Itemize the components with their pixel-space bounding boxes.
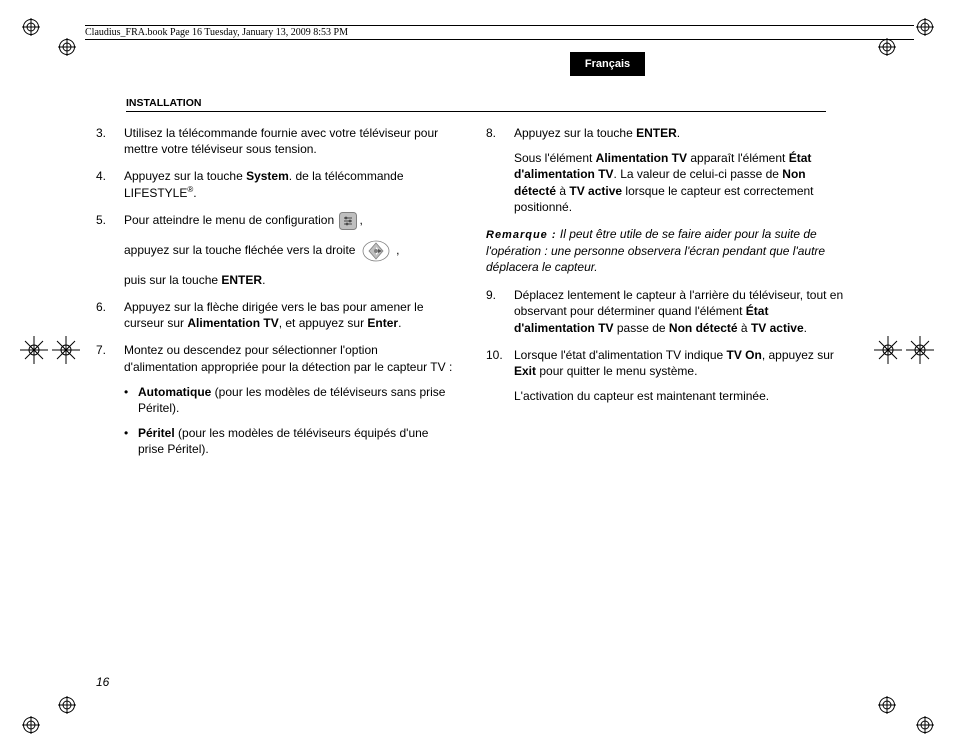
step-number: 3. — [96, 125, 124, 157]
step-number: 6. — [96, 299, 124, 331]
step-body: Appuyez sur la flèche dirigée vers le ba… — [124, 299, 454, 331]
reg-corner-br2 — [878, 696, 896, 714]
bullet-item: •Péritel (pour les modèles de téléviseur… — [124, 425, 454, 457]
reg-corner-bl2 — [58, 696, 76, 714]
step-item: 5.Pour atteindre le menu de configuratio… — [96, 212, 454, 288]
step-body: Appuyez sur la touche System. de la télé… — [124, 168, 454, 200]
reg-corner-tl — [22, 18, 40, 36]
reg-corner-tl2 — [58, 38, 76, 56]
reg-corner-icon — [916, 18, 934, 36]
bullet-item: •Automatique (pour les modèles de télévi… — [124, 384, 454, 416]
step-paragraph: Sous l'élément Alimentation TV apparaît … — [514, 150, 844, 215]
step-paragraph: L'activation du capteur est maintenant t… — [514, 388, 844, 404]
step-body: Montez ou descendez pour sélectionner l'… — [124, 342, 454, 466]
reg-cross-right — [906, 336, 934, 364]
note-label: Remarque : — [486, 229, 557, 241]
step-item: 7.Montez ou descendez pour sélectionner … — [96, 342, 454, 466]
content-columns: 3.Utilisez la télécommande fournie avec … — [96, 125, 844, 477]
step-item: 4.Appuyez sur la touche System. de la té… — [96, 168, 454, 200]
step-paragraph: appuyez sur la touche fléchée vers la dr… — [124, 239, 454, 263]
right-steps-a: 8.Appuyez sur la touche ENTER. Sous l'élé… — [486, 125, 844, 215]
step-paragraph: Appuyez sur la flèche dirigée vers le ba… — [124, 299, 454, 331]
reg-corner-icon — [58, 38, 76, 56]
language-tab: Français — [570, 52, 645, 76]
step-paragraph: Montez ou descendez pour sélectionner l'… — [124, 342, 454, 374]
right-steps-b: 9.Déplacez lentement le capteur à l'arri… — [486, 287, 844, 404]
reg-corner-tr — [916, 18, 934, 36]
section-title-rest: NSTALLATION — [129, 97, 202, 109]
step-paragraph: Pour atteindre le menu de configuration … — [124, 212, 454, 230]
section-rule — [126, 111, 826, 112]
step-body: Lorsque l'état d'alimentation TV indique… — [514, 347, 844, 405]
step-number: 4. — [96, 168, 124, 200]
reg-corner-bl — [22, 716, 40, 734]
step-body: Utilisez la télécommande fournie avec vo… — [124, 125, 454, 157]
step-paragraph: Appuyez sur la touche System. de la télé… — [124, 168, 454, 200]
step-paragraph: Appuyez sur la touche ENTER. — [514, 125, 844, 141]
right-column: 8.Appuyez sur la touche ENTER. Sous l'élé… — [486, 125, 844, 477]
reg-corner-icon — [916, 716, 934, 734]
bullet-list: •Automatique (pour les modèles de télévi… — [124, 384, 454, 458]
bullet-text: Péritel (pour les modèles de téléviseurs… — [138, 425, 454, 457]
reg-cross-right2 — [874, 336, 902, 364]
page-number: 16 — [96, 675, 109, 689]
note-block: Remarque : Il peut être utile de se fair… — [486, 226, 844, 275]
step-paragraph: puis sur la touche ENTER. — [124, 272, 454, 288]
step-paragraph: Utilisez la télécommande fournie avec vo… — [124, 125, 454, 157]
reg-corner-icon — [58, 696, 76, 714]
reg-cross-icon — [874, 336, 902, 364]
bullet-dot: • — [124, 384, 138, 416]
settings-icon — [339, 212, 357, 230]
step-paragraph: Déplacez lentement le capteur à l'arrièr… — [514, 287, 844, 336]
step-item: 3.Utilisez la télécommande fournie avec … — [96, 125, 454, 157]
reg-corner-icon — [878, 696, 896, 714]
step-item: 8.Appuyez sur la touche ENTER. Sous l'élé… — [486, 125, 844, 215]
bullet-dot: • — [124, 425, 138, 457]
left-steps: 3.Utilisez la télécommande fournie avec … — [96, 125, 454, 466]
step-number: 9. — [486, 287, 514, 336]
step-item: 9.Déplacez lentement le capteur à l'arri… — [486, 287, 844, 336]
step-number: 5. — [96, 212, 124, 288]
page: Claudius_FRA.book Page 16 Tuesday, Janua… — [0, 0, 954, 754]
step-item: 6.Appuyez sur la flèche dirigée vers le … — [96, 299, 454, 331]
reg-cross-icon — [20, 336, 48, 364]
step-paragraph: Lorsque l'état d'alimentation TV indique… — [514, 347, 844, 379]
file-header: Claudius_FRA.book Page 16 Tuesday, Janua… — [85, 25, 914, 40]
reg-corner-icon — [22, 18, 40, 36]
reg-corner-icon — [878, 38, 896, 56]
reg-cross-left2 — [52, 336, 80, 364]
step-item: 10.Lorsque l'état d'alimentation TV indi… — [486, 347, 844, 405]
step-body: Appuyez sur la touche ENTER. Sous l'éléme… — [514, 125, 844, 215]
nav-right-icon — [361, 239, 391, 263]
reg-corner-icon — [22, 716, 40, 734]
step-number: 8. — [486, 125, 514, 215]
reg-corner-tr2 — [878, 38, 896, 56]
step-body: Déplacez lentement le capteur à l'arrièr… — [514, 287, 844, 336]
bullet-text: Automatique (pour les modèles de télévis… — [138, 384, 454, 416]
reg-cross-left — [20, 336, 48, 364]
reg-corner-br — [916, 716, 934, 734]
step-body: Pour atteindre le menu de configuration … — [124, 212, 454, 288]
step-number: 7. — [96, 342, 124, 466]
left-column: 3.Utilisez la télécommande fournie avec … — [96, 125, 454, 477]
reg-cross-icon — [52, 336, 80, 364]
reg-cross-icon — [906, 336, 934, 364]
section-title: INSTALLATION — [126, 97, 201, 109]
step-number: 10. — [486, 347, 514, 405]
